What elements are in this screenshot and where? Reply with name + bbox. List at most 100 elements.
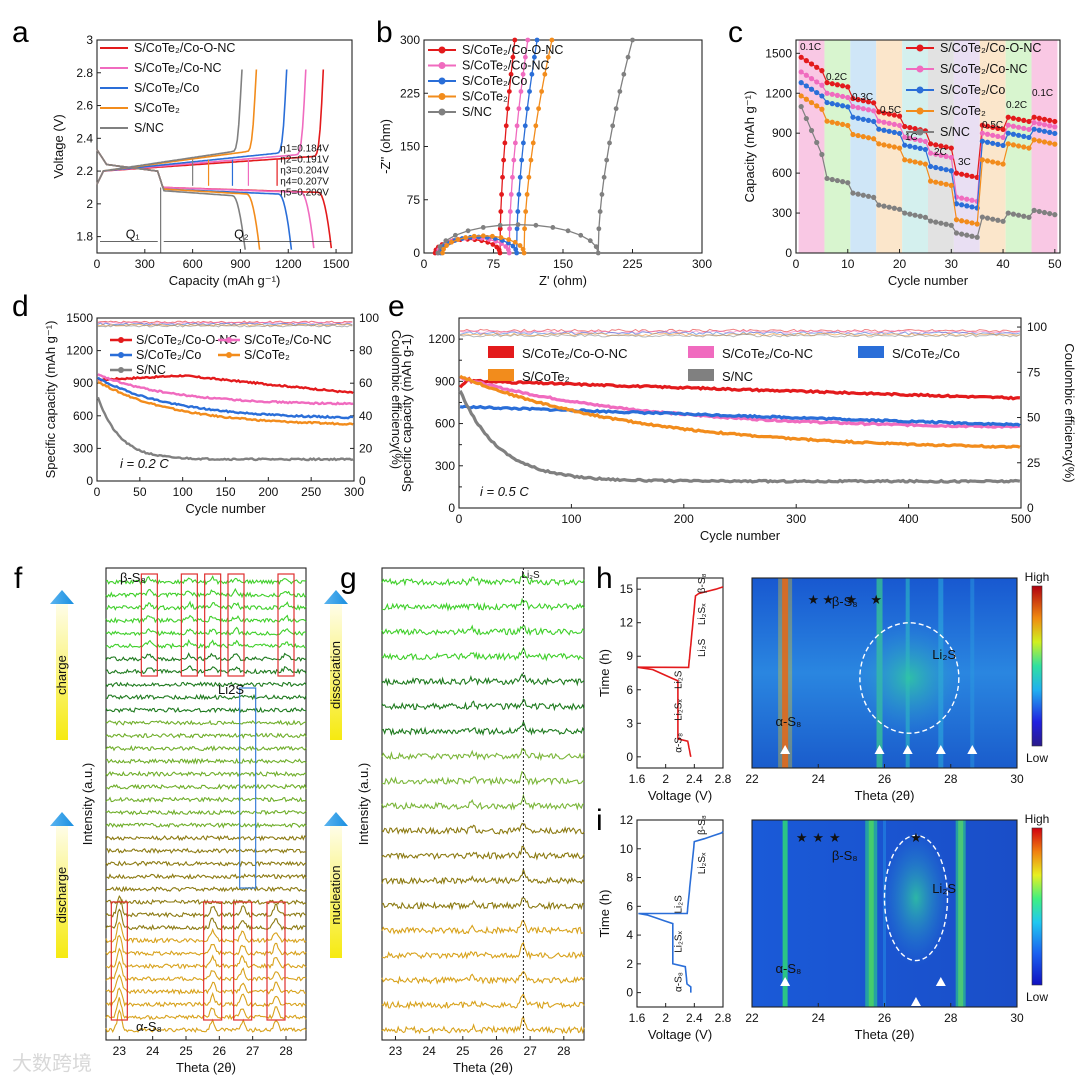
nyquist-point bbox=[498, 209, 504, 214]
alpha-s8-box bbox=[266, 901, 286, 1021]
rate-point bbox=[943, 153, 949, 159]
beta-s8-box bbox=[140, 573, 158, 677]
diffraction-lane bbox=[782, 820, 788, 1007]
xrd-pattern bbox=[105, 652, 307, 662]
x-tick-label: 2.8 bbox=[715, 772, 732, 786]
x-tick-label: 26 bbox=[490, 1044, 504, 1058]
y2-axis-label: Coulombic efficiency(%) bbox=[1062, 343, 1077, 482]
nyquist-point bbox=[465, 228, 471, 234]
rate-point bbox=[927, 218, 934, 224]
legend-swatch bbox=[488, 369, 514, 381]
rate-point bbox=[964, 203, 970, 209]
rate-point bbox=[948, 182, 954, 188]
rate-point bbox=[819, 106, 825, 112]
rate-point bbox=[839, 83, 846, 89]
rate-point bbox=[896, 122, 903, 129]
legend-marker bbox=[916, 65, 924, 73]
alpha-s8-box bbox=[233, 901, 253, 1021]
phase-label: α-S₈ bbox=[673, 733, 684, 753]
rate-point bbox=[995, 217, 1001, 223]
x-tick-label: 0 bbox=[94, 485, 101, 499]
rate-point bbox=[1052, 130, 1058, 137]
ce-curve bbox=[97, 324, 353, 328]
legend-entry: S/CoTe₂/Co bbox=[940, 83, 1005, 97]
x-tick-label: 50 bbox=[133, 485, 147, 499]
xrd-pattern bbox=[105, 745, 307, 752]
beta-s8-box bbox=[180, 573, 198, 677]
x-axis-label: Theta (2θ) bbox=[453, 1060, 513, 1075]
x-tick-label: 26 bbox=[213, 1044, 227, 1058]
xrd-pattern bbox=[105, 600, 307, 611]
y-tick-label: 300 bbox=[772, 206, 792, 220]
nyquist-point bbox=[512, 239, 518, 245]
rate-point bbox=[912, 136, 918, 142]
rate-point bbox=[1005, 122, 1011, 128]
x-tick-label: 2.4 bbox=[686, 772, 703, 786]
rate-point bbox=[814, 103, 820, 109]
rate-point bbox=[886, 204, 892, 210]
chart-h: 1.6 2 2.4 2.8 0 3 6 9 12 15 Voltage (V) Time (h) α-S… bbox=[597, 570, 1049, 803]
x-tick-label: 1500 bbox=[323, 257, 350, 271]
y-tick-label: 2.2 bbox=[76, 164, 93, 178]
x-tick-label: 30 bbox=[1010, 1011, 1024, 1025]
y-tick-label: 0 bbox=[413, 246, 420, 260]
rate-point bbox=[1026, 145, 1032, 151]
triangle-marker bbox=[910, 997, 921, 1006]
x-axis-label: Cycle number bbox=[888, 273, 969, 288]
nyquist-point bbox=[497, 250, 503, 256]
rate-label: 3C bbox=[958, 157, 971, 168]
plot-frame bbox=[795, 39, 1061, 254]
discharge-arrow-head bbox=[50, 812, 74, 826]
rate-point bbox=[819, 68, 825, 74]
rate-point bbox=[803, 58, 809, 64]
rate-point bbox=[860, 116, 866, 122]
nyquist-point bbox=[523, 209, 529, 214]
y-tick-label: 900 bbox=[772, 126, 792, 140]
legend-marker bbox=[916, 128, 924, 136]
eta-annotation: η4=0.207V bbox=[280, 177, 329, 188]
alpha-s8-label: α-S₈ bbox=[775, 714, 801, 729]
rate-point bbox=[860, 134, 866, 140]
xrd-pattern bbox=[381, 1015, 585, 1035]
rate-point bbox=[917, 145, 923, 151]
rate-point bbox=[860, 192, 866, 198]
rate-point bbox=[839, 121, 846, 128]
x-tick-label: 50 bbox=[1048, 257, 1062, 271]
x-tick-label: 2.4 bbox=[686, 1011, 703, 1025]
legend-entry: S/NC bbox=[134, 121, 164, 135]
xrd-pattern bbox=[105, 770, 307, 778]
dissociation-arrow bbox=[324, 590, 348, 740]
rate-point bbox=[979, 138, 985, 144]
nyquist-point bbox=[533, 222, 539, 228]
y2-axis-label: Coulombic efficiency(%) bbox=[389, 330, 404, 469]
rate-point bbox=[1026, 214, 1032, 220]
rate-point bbox=[803, 115, 809, 122]
xrd-pattern bbox=[381, 646, 584, 662]
rate-point bbox=[865, 193, 872, 199]
panel-label-d: d bbox=[12, 290, 29, 323]
rate-point bbox=[1041, 116, 1048, 122]
rate-point bbox=[1047, 129, 1053, 135]
nyquist-point bbox=[520, 246, 526, 252]
legend-entry: S/CoTe₂ bbox=[462, 90, 508, 104]
rate-point bbox=[834, 82, 841, 88]
rate-point bbox=[1052, 118, 1058, 125]
rate-point bbox=[855, 97, 861, 103]
rate-point bbox=[964, 172, 970, 178]
rate-point bbox=[922, 214, 929, 220]
beta-s8-box bbox=[227, 573, 245, 677]
legend-marker bbox=[438, 62, 446, 69]
nyquist-point bbox=[607, 140, 612, 146]
x-tick-label: 300 bbox=[786, 512, 806, 526]
rate-point bbox=[943, 144, 949, 150]
nyquist-point bbox=[505, 106, 511, 112]
phase-label: Li₂S bbox=[697, 638, 708, 657]
rate-point bbox=[865, 117, 872, 124]
panel-label-f: f bbox=[14, 562, 23, 595]
rate-point bbox=[1047, 123, 1053, 129]
li2s-intensity-region bbox=[854, 618, 965, 738]
legend-entry: S/CoTe₂/Co-O-NC bbox=[522, 346, 627, 361]
rate-point bbox=[881, 119, 887, 125]
y-tick-label: 0 bbox=[626, 750, 633, 764]
y-tick-label: 0 bbox=[448, 501, 455, 515]
